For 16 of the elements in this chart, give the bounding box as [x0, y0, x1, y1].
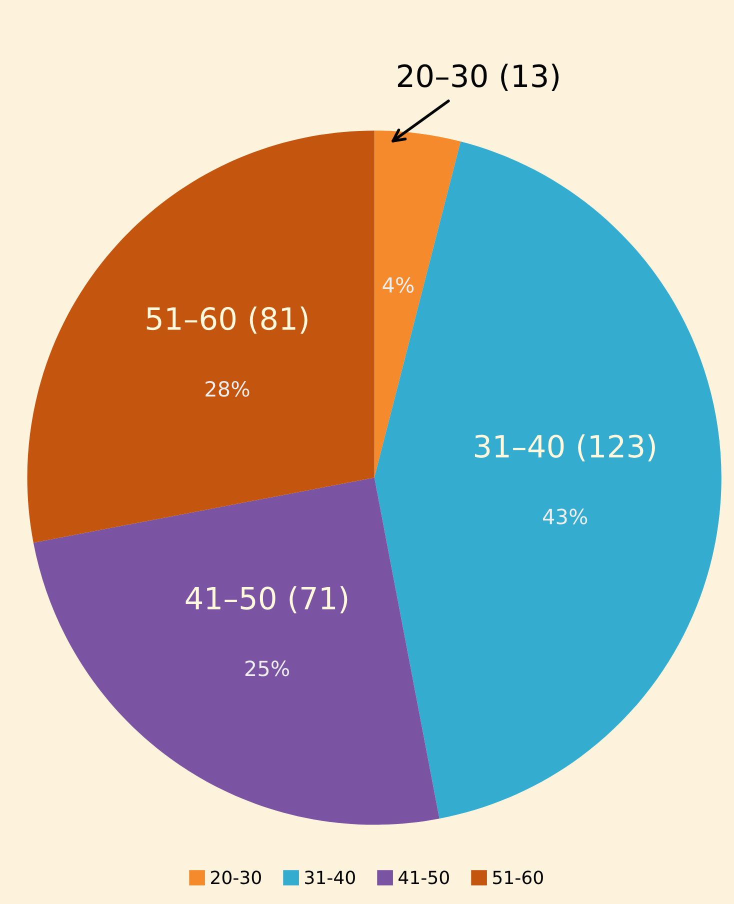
- data-label: 28%: [206, 380, 250, 397]
- data-label: 43%: [543, 508, 588, 524]
- pie-slice: [27, 130, 374, 543]
- pie-slice: [374, 130, 461, 478]
- data-label: 25%: [245, 660, 290, 676]
- text: 31–40 (123): [475, 434, 655, 462]
- legend-label: 41-50: [398, 870, 449, 884]
- pie-slice: [33, 478, 440, 825]
- data-label: 4%: [382, 277, 414, 293]
- legend-label: 20-30: [211, 870, 261, 884]
- text: 51–60 (81): [146, 306, 308, 334]
- pie-slice: [374, 142, 722, 819]
- legend-label: 51-60: [493, 870, 543, 884]
- text: 41–50 (71): [186, 586, 348, 614]
- legend-label: 31-40: [305, 870, 355, 884]
- text: 20–30 (13): [398, 64, 559, 91]
